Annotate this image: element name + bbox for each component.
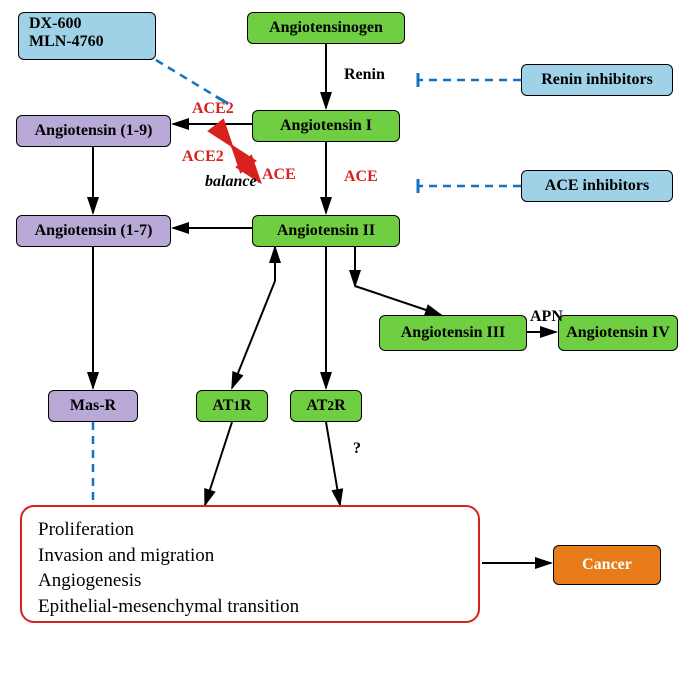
node-renin_inh: Renin inhibitors (521, 64, 673, 96)
node-ang2: Angiotensin II (252, 215, 400, 247)
node-ang3: Angiotensin III (379, 315, 527, 351)
node-ace_inh: ACE inhibitors (521, 170, 673, 202)
node-at2r: AT2 R (290, 390, 362, 422)
outcome-line: Proliferation (38, 517, 462, 543)
label-ace2_a: ACE2 (192, 100, 234, 118)
node-masr: Mas-R (48, 390, 138, 422)
outcome-line: Angiogenesis (38, 568, 462, 594)
outcome-line: Invasion and migration (38, 543, 462, 569)
label-renin: Renin (344, 66, 385, 84)
inhibition-edge (156, 60, 222, 100)
label-ace_a: ACE (262, 166, 296, 184)
edge (205, 422, 232, 505)
node-inhibitors: DX-600MLN-4760 (18, 12, 156, 60)
edge (355, 286, 441, 315)
label-qmark: ? (353, 440, 361, 458)
node-ang17: Angiotensin (1-7) (16, 215, 171, 247)
outcome-line: Epithelial-mesenchymal transition (38, 594, 462, 620)
node-ang1: Angiotensin I (252, 110, 400, 142)
node-at1r: AT1 R (196, 390, 268, 422)
node-angiotensinogen: Angiotensinogen (247, 12, 405, 44)
label-apn: APN (530, 308, 563, 326)
edge (232, 281, 275, 388)
node-ang4: Angiotensin IV (558, 315, 678, 351)
outcomes-box: ProliferationInvasion and migrationAngio… (20, 505, 480, 623)
label-ace2_b: ACE2 (182, 148, 224, 166)
label-balance: balance (205, 173, 257, 191)
node-ang19: Angiotensin (1-9) (16, 115, 171, 147)
node-cancer: Cancer (553, 545, 661, 585)
label-ace_b: ACE (344, 168, 378, 186)
edge (326, 422, 340, 505)
